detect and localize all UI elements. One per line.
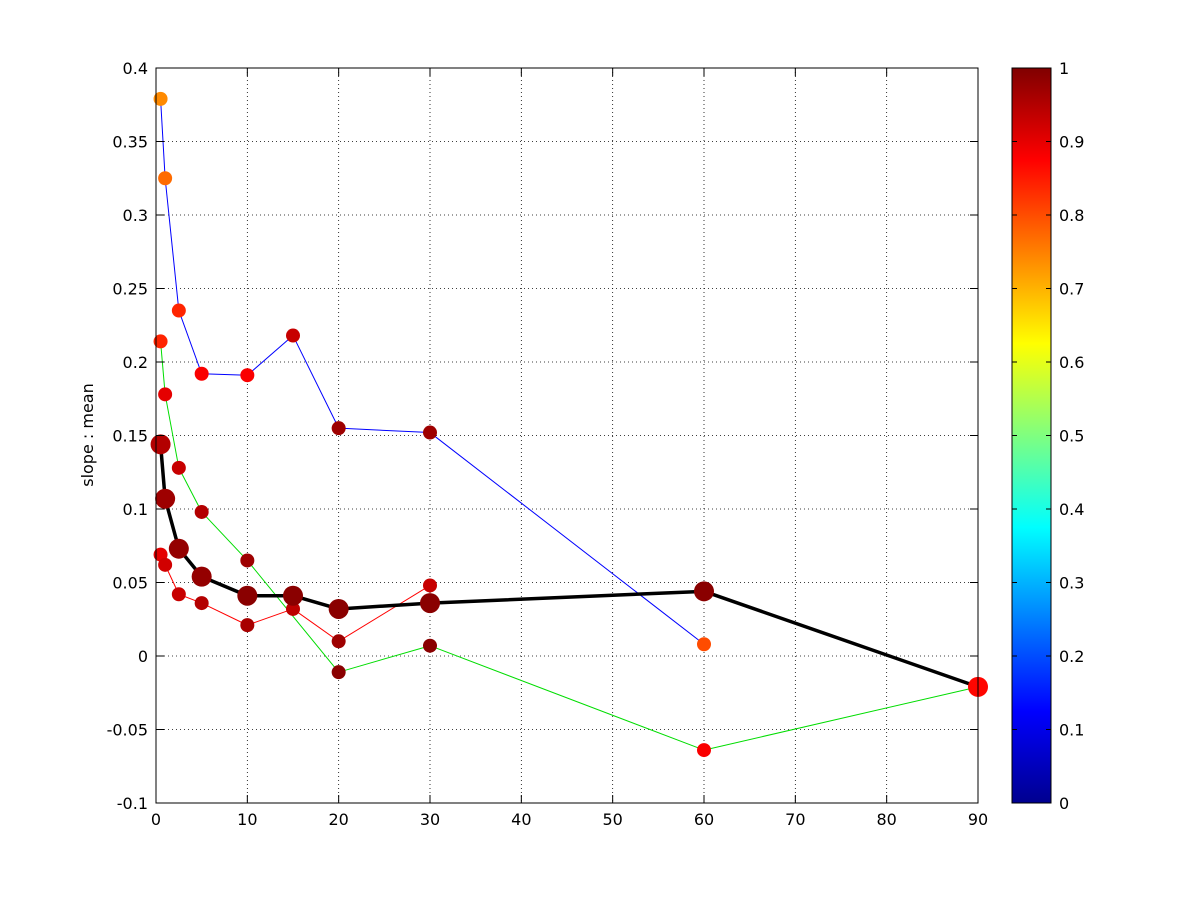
y-tick-label: 0.05: [112, 574, 148, 593]
x-tick-label: 0: [151, 810, 161, 829]
y-tick-label: 0.2: [123, 353, 148, 372]
series-4-point: [237, 585, 258, 606]
series-4-point: [150, 434, 171, 455]
y-tick-label: 0.4: [123, 59, 148, 78]
colorbar-tick-label: 0.4: [1059, 500, 1084, 519]
series-3-point: [331, 634, 346, 649]
colorbar-tick-label: 1: [1059, 59, 1069, 78]
series-4-point: [283, 585, 303, 606]
series-4-point: [420, 593, 440, 614]
x-tick-label: 70: [785, 810, 805, 829]
series-1-point: [697, 637, 711, 652]
y-axis-label: slope : mean: [78, 383, 97, 487]
data-markers: [150, 91, 988, 758]
x-tick-label: 40: [511, 810, 531, 829]
y-tick-label: 0.35: [112, 133, 148, 152]
y-tick-labels: -0.1 -0.05 0 0.05 0.1 0.15 0.2 0.25 0.3 0.35 0.4: [107, 59, 148, 813]
series-1-point: [171, 303, 186, 318]
y-tick-label: 0.25: [112, 280, 148, 299]
colorbar-tick-label: 0.2: [1059, 647, 1084, 666]
x-tick-label: 80: [876, 810, 896, 829]
series-1-point: [194, 366, 209, 381]
colorbar-tick-label: 0.1: [1059, 721, 1084, 740]
series-3-point: [158, 557, 173, 572]
colorbar-gradient: [1012, 68, 1051, 803]
series-2-point: [240, 553, 255, 568]
x-tick-label: 50: [602, 810, 622, 829]
series-4-point: [328, 598, 349, 619]
colorbar-tick-label: 0.7: [1059, 280, 1084, 299]
series-3-point: [286, 601, 300, 616]
series-1-point: [423, 425, 437, 440]
series-1-point: [240, 368, 255, 383]
series-2-point: [194, 504, 209, 519]
series-2-point: [153, 334, 168, 349]
series-3-point: [194, 596, 209, 611]
colorbar-tick-label: 0.9: [1059, 133, 1084, 152]
x-tick-label: 20: [328, 810, 348, 829]
colorbar-tick-labels: 0 0.1 0.2 0.3 0.4 0.5 0.6 0.7 0.8 0.9 1: [1059, 59, 1084, 813]
series-1-point: [331, 421, 346, 436]
series-1-point: [286, 328, 300, 343]
y-tick-label: -0.1: [117, 794, 148, 813]
series-2-point: [331, 665, 346, 680]
colorbar-tick-label: 0: [1059, 794, 1069, 813]
series-3-point: [423, 578, 437, 593]
x-tick-label: 60: [694, 810, 714, 829]
x-tick-label: 90: [968, 810, 988, 829]
y-tick-label: 0.15: [112, 427, 148, 446]
y-tick-label: -0.05: [107, 721, 148, 740]
colorbar-tick-label: 0.8: [1059, 206, 1084, 225]
y-tick-label: 0.3: [123, 206, 148, 225]
y-tick-label: 0.1: [123, 500, 148, 519]
y-tick-label: 0: [138, 647, 148, 666]
colorbar-tick-label: 0.3: [1059, 574, 1084, 593]
x-tick-label: 10: [237, 810, 257, 829]
series-3-point: [240, 618, 255, 633]
series-4-point: [155, 488, 176, 509]
series-line-4: [158, 444, 979, 689]
series-1-point: [158, 171, 173, 186]
series-1-point: [153, 91, 168, 106]
x-tick-label: 30: [420, 810, 440, 829]
colorbar-ticks: [1012, 67, 1051, 804]
series-4-point: [168, 538, 189, 559]
series-4-point: [191, 566, 212, 587]
colorbar-tick-label: 0.5: [1059, 427, 1084, 446]
series-2-point: [171, 460, 186, 475]
x-tick-labels: 0 10 20 30 40 50 60 70 80 90: [151, 810, 988, 829]
colorbar: 0 0.1 0.2 0.3 0.4 0.5 0.6 0.7 0.8 0.9 1: [1011, 59, 1084, 813]
axis-ticks: [155, 67, 979, 804]
series-3-point: [171, 587, 186, 602]
colorbar-tick-label: 0.6: [1059, 353, 1084, 372]
series-2-point: [697, 743, 711, 758]
series-4-point: [694, 581, 714, 602]
series-2-point: [423, 638, 437, 653]
series-2-point: [158, 387, 173, 402]
plot-background: [156, 68, 978, 803]
